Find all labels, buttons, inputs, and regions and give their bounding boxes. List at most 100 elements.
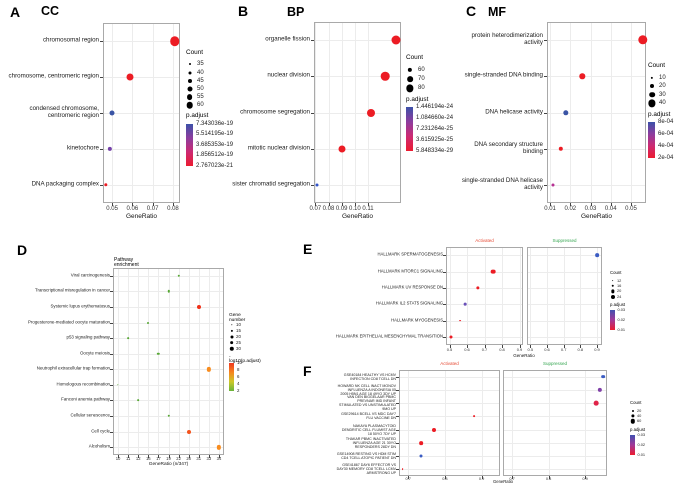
panel-letter-e: E [303, 241, 313, 257]
gridline-h [315, 112, 400, 114]
legend-size-dot [186, 94, 193, 101]
legend-size-label: 24 [617, 293, 622, 299]
y-tick-mark [544, 40, 547, 42]
legend-gradient-label: 7.231264e-25 [416, 126, 454, 133]
x-tick-mark [198, 455, 200, 458]
y-axis-label: GSE41867 DAY6 EFFECTOR VS DAY30 MEMORY C… [336, 463, 396, 476]
legend-gradient-label: 1.084660e-24 [416, 115, 454, 122]
x-tick-mark [547, 345, 548, 348]
y-tick-mark [443, 336, 446, 338]
legend-size-dot [187, 78, 192, 83]
x-tick-mark [484, 345, 486, 348]
legend-size-label: 35 [197, 61, 204, 68]
panel-letter-f: F [303, 363, 312, 379]
x-axis-title: GeneRatio (n/347) [148, 462, 189, 467]
x-tick-mark [368, 203, 370, 206]
legend-gradient-label: 5.848334e-29 [416, 148, 454, 155]
gridline-h [548, 148, 645, 150]
x-tick-label: 0.09 [335, 206, 348, 212]
y-tick-mark [110, 369, 113, 371]
legend-gradient-bar [648, 121, 655, 158]
y-axis-label: mitotic nuclear division [247, 144, 310, 152]
data-point [459, 319, 461, 322]
x-tick-mark [563, 345, 565, 348]
data-point [107, 146, 113, 152]
gridline-v [570, 23, 572, 202]
data-point [475, 286, 480, 290]
x-axis-title: GeneRatio [341, 213, 374, 220]
x-tick-label: 0.9 [594, 347, 600, 352]
gridline-h [400, 469, 499, 471]
x-tick-label: 0.8 [545, 475, 552, 481]
legend-size-dot [188, 63, 191, 66]
y-axis-label: DNA secondary structure binding [474, 140, 543, 155]
gridline-h [548, 40, 645, 42]
y-tick-mark [110, 431, 113, 433]
y-tick-mark [443, 320, 446, 322]
legend-size-label: 10 [659, 74, 666, 81]
panel-title: Pathway enrichment [114, 257, 139, 268]
y-axis-label: Cell cycle [91, 428, 110, 434]
gridline-v [198, 269, 200, 454]
gridline-h [400, 456, 499, 458]
x-tick-label: 0.6 [464, 347, 470, 352]
legend-size-dot [406, 84, 414, 92]
data-point [579, 73, 586, 79]
x-tick-label: 0.05 [625, 206, 637, 212]
panel-title: BP [287, 5, 305, 19]
gridline-v [148, 269, 150, 454]
x-tick-label: 0.10 [349, 206, 361, 212]
panel-letter-c: C [466, 3, 477, 19]
gridline-h [400, 403, 499, 405]
legend-size-dot [611, 279, 614, 282]
facet-title: Activated [440, 361, 459, 366]
data-point [147, 321, 150, 324]
gridline-v [218, 269, 220, 454]
legend-size-label: 80 [418, 85, 425, 92]
gridline-v [590, 23, 592, 202]
y-axis-label: Homologous recombination [56, 381, 110, 387]
gridline-v [128, 269, 130, 454]
y-axis-label: kinetochore [67, 144, 99, 152]
y-axis-label: DNA helicase activity [485, 108, 543, 116]
legend-gradient-label: 5.514195e-19 [196, 131, 234, 138]
legend-gradient-label: 0.01 [637, 452, 646, 457]
x-tick-label: 0.8 [499, 347, 505, 352]
x-tick-mark [172, 203, 174, 206]
gridline-v [585, 371, 587, 475]
x-tick-label: 0.07 [146, 206, 159, 212]
y-axis-label: Cellular senescence [70, 412, 110, 418]
y-axis-label: sister chromatid segregation [232, 180, 310, 188]
x-tick-mark [449, 345, 451, 348]
y-axis-label: single-stranded DNA helicase activity [461, 176, 543, 191]
data-point [463, 302, 467, 306]
legend-title: Count [648, 62, 666, 69]
legend-gradient-label: 0.02 [637, 442, 646, 447]
y-tick-mark [544, 112, 547, 114]
x-tick-label: 0.6 [544, 347, 550, 352]
legend-size-dot [188, 71, 191, 75]
y-axis-label: chromosomal region [42, 36, 99, 44]
data-point [177, 274, 180, 277]
legend-gradient-bar [406, 107, 413, 152]
data-point [167, 290, 170, 293]
legend-size-label: 30 [236, 345, 241, 351]
y-axis-label: HALLMARK MTORC1 SIGNALING [377, 268, 443, 274]
legend-gradient-label: 0.03 [637, 432, 646, 437]
data-point [117, 384, 119, 386]
y-tick-mark [311, 112, 314, 114]
y-tick-mark [110, 400, 113, 402]
x-tick-mark [354, 203, 356, 206]
gridline-v [138, 269, 140, 454]
gridline-v [563, 248, 565, 344]
legend-gradient-label: 0.02 [617, 317, 626, 323]
x-tick-mark [550, 203, 552, 206]
gridline-v [502, 248, 503, 344]
y-tick-mark [110, 353, 113, 355]
gridline-h [504, 429, 606, 431]
x-tick-mark [467, 345, 468, 348]
data-point [126, 73, 134, 81]
panel-letter-a: A [10, 4, 21, 20]
x-tick-label: 0.05 [106, 206, 118, 212]
facet-title: Activated [475, 238, 494, 243]
